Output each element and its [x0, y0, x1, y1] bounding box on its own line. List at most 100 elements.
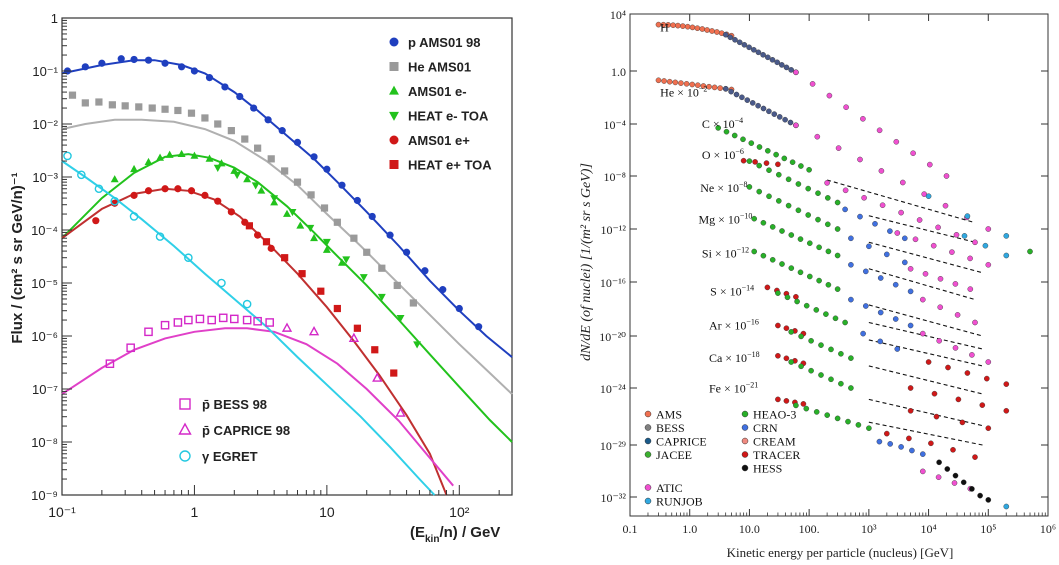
data-point-9-1-1: [798, 363, 804, 370]
data-point-4-9: [227, 208, 235, 216]
data-point-4-0-2: [766, 193, 772, 200]
y-tick-label: 1.0: [611, 65, 626, 79]
data-point-2-1-8: [972, 239, 978, 246]
data-point-5-1-3: [892, 281, 899, 288]
data-point-2-0-7: [773, 151, 779, 158]
data-point-1-0-6: [689, 81, 696, 88]
data-point-1-5: [135, 103, 143, 111]
data-point-0-25: [455, 304, 463, 313]
data-point-3-0-0: [740, 157, 747, 164]
data-point-6-0-4: [788, 265, 795, 271]
data-point-0-4: [130, 55, 138, 64]
data-point-5-0-8: [825, 248, 832, 255]
data-point-7-1-2: [794, 298, 800, 305]
data-point-1-15: [267, 155, 275, 163]
data-point-3-3: [270, 195, 279, 203]
data-point-2-0-3: [740, 136, 746, 143]
left-y-axis-title: Flux / (cm² s sr GeV/n)⁻¹: [9, 172, 26, 343]
data-point-1-2-0: [793, 122, 799, 129]
data-point-10-0-0: [775, 396, 781, 403]
data-point-11-2-0: [936, 459, 942, 466]
data-point-7-3-3: [984, 375, 990, 382]
data-point-9-1-0: [788, 359, 795, 365]
data-point-2-5: [177, 149, 186, 158]
data-point-4-1-0: [848, 235, 854, 242]
legend-label: CAPRICE: [656, 435, 707, 449]
data-point-11-0-1: [887, 441, 894, 447]
data-point-5-0-3: [779, 228, 785, 234]
data-point-6-1-0: [848, 296, 854, 303]
legend-label: p̄ BESS 98: [202, 397, 267, 412]
y-tick-label: 10⁻²: [32, 117, 58, 132]
data-point-8-5: [155, 232, 165, 241]
data-point-2-1-4: [898, 209, 904, 216]
right-series-labels: H He × 10−2 C × 10−4 O × 10−6 Ne × 10−8 Mg × …: [660, 20, 759, 395]
data-point-1-2: [95, 98, 103, 106]
legend-marker: [389, 37, 399, 47]
data-point-1-22: [363, 248, 371, 256]
data-point-1-1-1: [728, 88, 734, 95]
data-point-10-1-4: [834, 415, 841, 422]
data-point-0-15: [293, 138, 302, 146]
right-x-axis-title: Kinetic energy per particle (nucleus) [G…: [727, 545, 954, 560]
data-point-0-2-7: [910, 150, 916, 156]
data-point-0-1-0: [722, 31, 729, 38]
data-point-3-2-2: [872, 220, 878, 227]
data-point-11-0-3: [909, 447, 915, 454]
data-point-7-4: [395, 407, 406, 417]
x-tick-label: 100.: [799, 522, 820, 536]
data-point-0-2: [98, 59, 106, 67]
data-point-0-2-0: [793, 69, 799, 76]
data-point-4-0-0: [746, 184, 753, 190]
data-point-4-0-7: [815, 216, 821, 223]
data-point-2-3-0: [1027, 248, 1033, 255]
data-point-6-0-0: [751, 248, 758, 255]
data-point-0-1-9: [765, 54, 771, 61]
y-tick-label: 10⁻⁸: [31, 435, 58, 450]
legend-label: p AMS01 98: [408, 35, 481, 50]
data-point-3-5: [306, 224, 315, 233]
data-point-1-23: [378, 264, 386, 272]
data-point-11-0-2: [898, 444, 904, 450]
data-point-4-1-2: [884, 251, 890, 258]
data-point-0-1-10: [769, 57, 776, 63]
fit-curve-2: [61, 153, 513, 443]
data-point-0-2-5: [876, 127, 883, 134]
right-data-points: [655, 21, 1033, 510]
data-point-3-2-0: [842, 206, 848, 213]
data-point-2-0-6: [765, 147, 771, 154]
data-point-10-2-2: [928, 440, 934, 447]
data-point-3-2: [251, 182, 260, 190]
data-point-0-1-11: [774, 59, 781, 66]
data-point-2-1-6: [935, 224, 941, 231]
data-point-1-19: [320, 204, 329, 212]
data-point-1-20: [333, 218, 341, 226]
data-point-1-14: [254, 144, 262, 152]
data-point-8-2-0: [907, 385, 914, 391]
data-point-8-1-6: [848, 355, 854, 361]
data-point-0-16: [310, 153, 318, 161]
data-point-2-2: [144, 157, 153, 166]
data-point-1-1-4: [744, 97, 751, 103]
legend-marker: [389, 160, 399, 169]
data-point-2-0-4: [748, 140, 755, 146]
legend-marker: [644, 451, 652, 458]
data-point-1-0-9: [706, 83, 712, 90]
data-point-0-2-1: [809, 81, 816, 87]
data-point-5-2-1: [937, 304, 944, 311]
data-point-3-9: [377, 293, 386, 302]
data-point-3-3-5: [985, 261, 992, 268]
data-point-4-8: [214, 197, 222, 205]
x-tick-label: 10⁻¹: [48, 504, 76, 520]
data-point-1-1-6: [755, 102, 761, 109]
data-point-1-1-3: [739, 94, 745, 101]
data-point-5-0: [245, 222, 253, 230]
data-point-8-1-5: [838, 350, 844, 357]
data-point-5-1-1: [863, 268, 869, 275]
dashed-fit-4: [868, 304, 983, 337]
data-point-11-2-3: [960, 479, 967, 486]
data-point-9-1-5: [838, 380, 844, 387]
data-point-4-2-1: [922, 270, 929, 277]
data-point-3-0: [213, 164, 222, 172]
